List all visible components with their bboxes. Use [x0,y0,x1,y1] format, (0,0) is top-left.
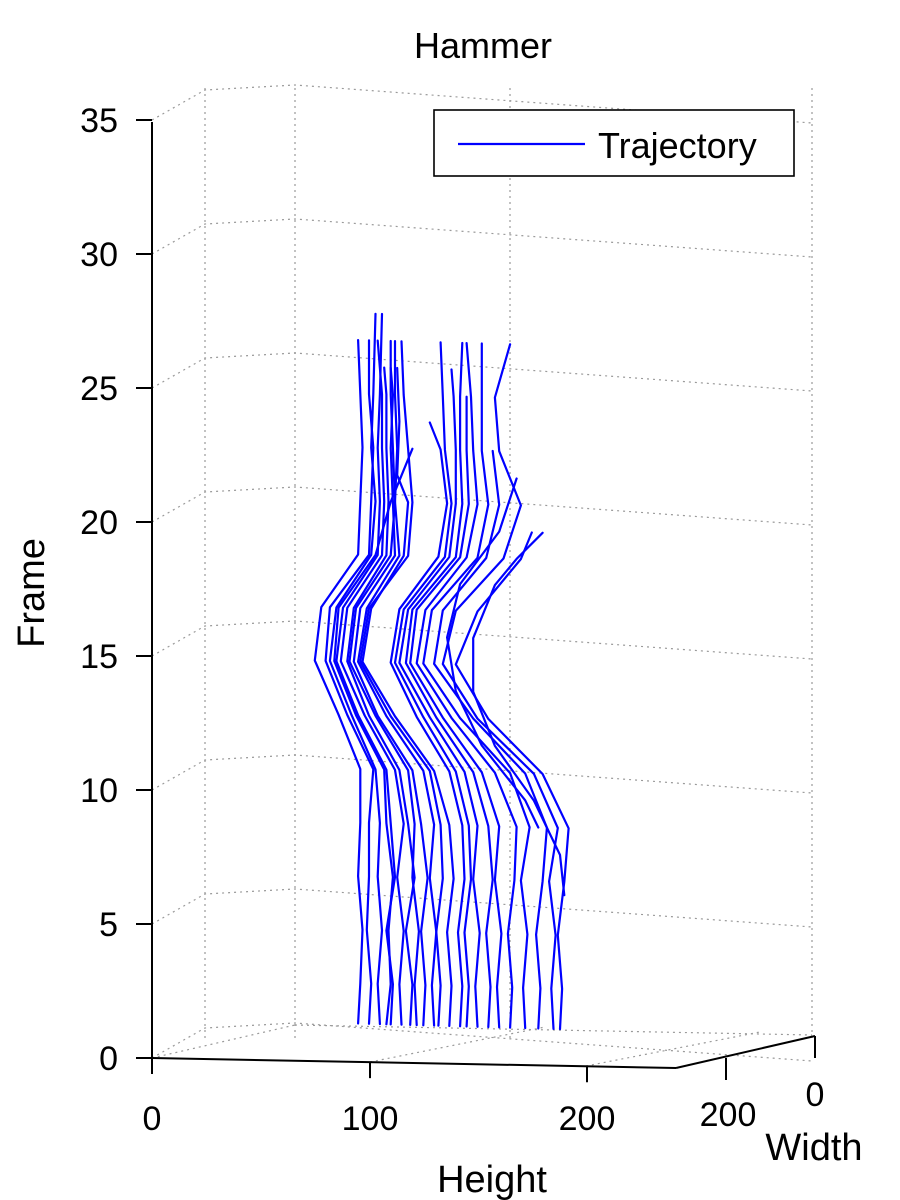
z-tick-label: 5 [99,906,118,944]
trajectory-line [335,312,397,1026]
trajectory-line [348,339,420,1027]
trajectory-line [472,531,566,897]
trajectory-line [441,343,559,1031]
grid-line-z [151,1022,813,1062]
trajectory-line [352,366,429,1027]
trajectory-line [313,339,364,1025]
grid-line-floor [151,1024,296,1059]
trajectory-line [404,341,494,1029]
grid-line-z [151,888,813,928]
grid [151,84,813,1067]
x-axis-label: Height [437,1159,547,1200]
y-tick-label: 0 [806,1076,825,1114]
grid-line-z [151,84,813,124]
z-axis-label: Frame [11,538,53,648]
trajectory-line [346,366,416,1027]
x-axis-line [151,1057,677,1069]
z-tick-label: 10 [80,772,118,810]
trajectory-line [359,340,444,1027]
axes [136,119,816,1083]
chart-title: Hammer [414,25,552,66]
grid-line-floor [369,1026,546,1063]
trajectory-line [333,447,414,1026]
x-tick-label: 200 [559,1100,616,1138]
y-tick-label: 200 [700,1096,757,1134]
x-tick-label: 0 [143,1100,162,1138]
trajectory-series [313,312,570,1031]
z-tick-label: 30 [80,236,118,274]
y-axis-label: Width [765,1127,862,1169]
y-axis-line [675,1035,816,1069]
z-tick-label: 25 [80,370,118,408]
tick-labels: 0 5 10 15 20 25 30 35 0 100 200 0 200 [80,102,824,1138]
trajectory-line [393,341,473,1028]
grid-line-z [151,486,813,526]
z-tick-label: 15 [80,638,118,676]
legend-label: Trajectory [598,125,757,166]
z-tick-label: 20 [80,504,118,542]
trajectory-line [389,421,466,1028]
trajectory-line [357,340,438,1027]
grid-line-z [151,218,813,258]
z-tick-label: 35 [80,102,118,140]
trajectory-line [415,342,518,1029]
grid-line-z [151,754,813,794]
trajectory-line [339,339,405,1026]
legend: Trajectory [433,109,795,177]
trajectory-line [409,395,503,1029]
trajectory-line [433,449,549,1030]
grid-line-z [151,620,813,660]
grid-line-z [151,352,813,392]
x-tick-label: 100 [342,1100,399,1138]
trajectory-line [446,477,540,829]
z-tick-label: 0 [99,1040,118,1078]
trajectory-line [328,312,384,1026]
trajectory-line [398,368,481,1028]
grid-line-floor [585,1031,761,1067]
trajectory-line [422,342,531,1030]
